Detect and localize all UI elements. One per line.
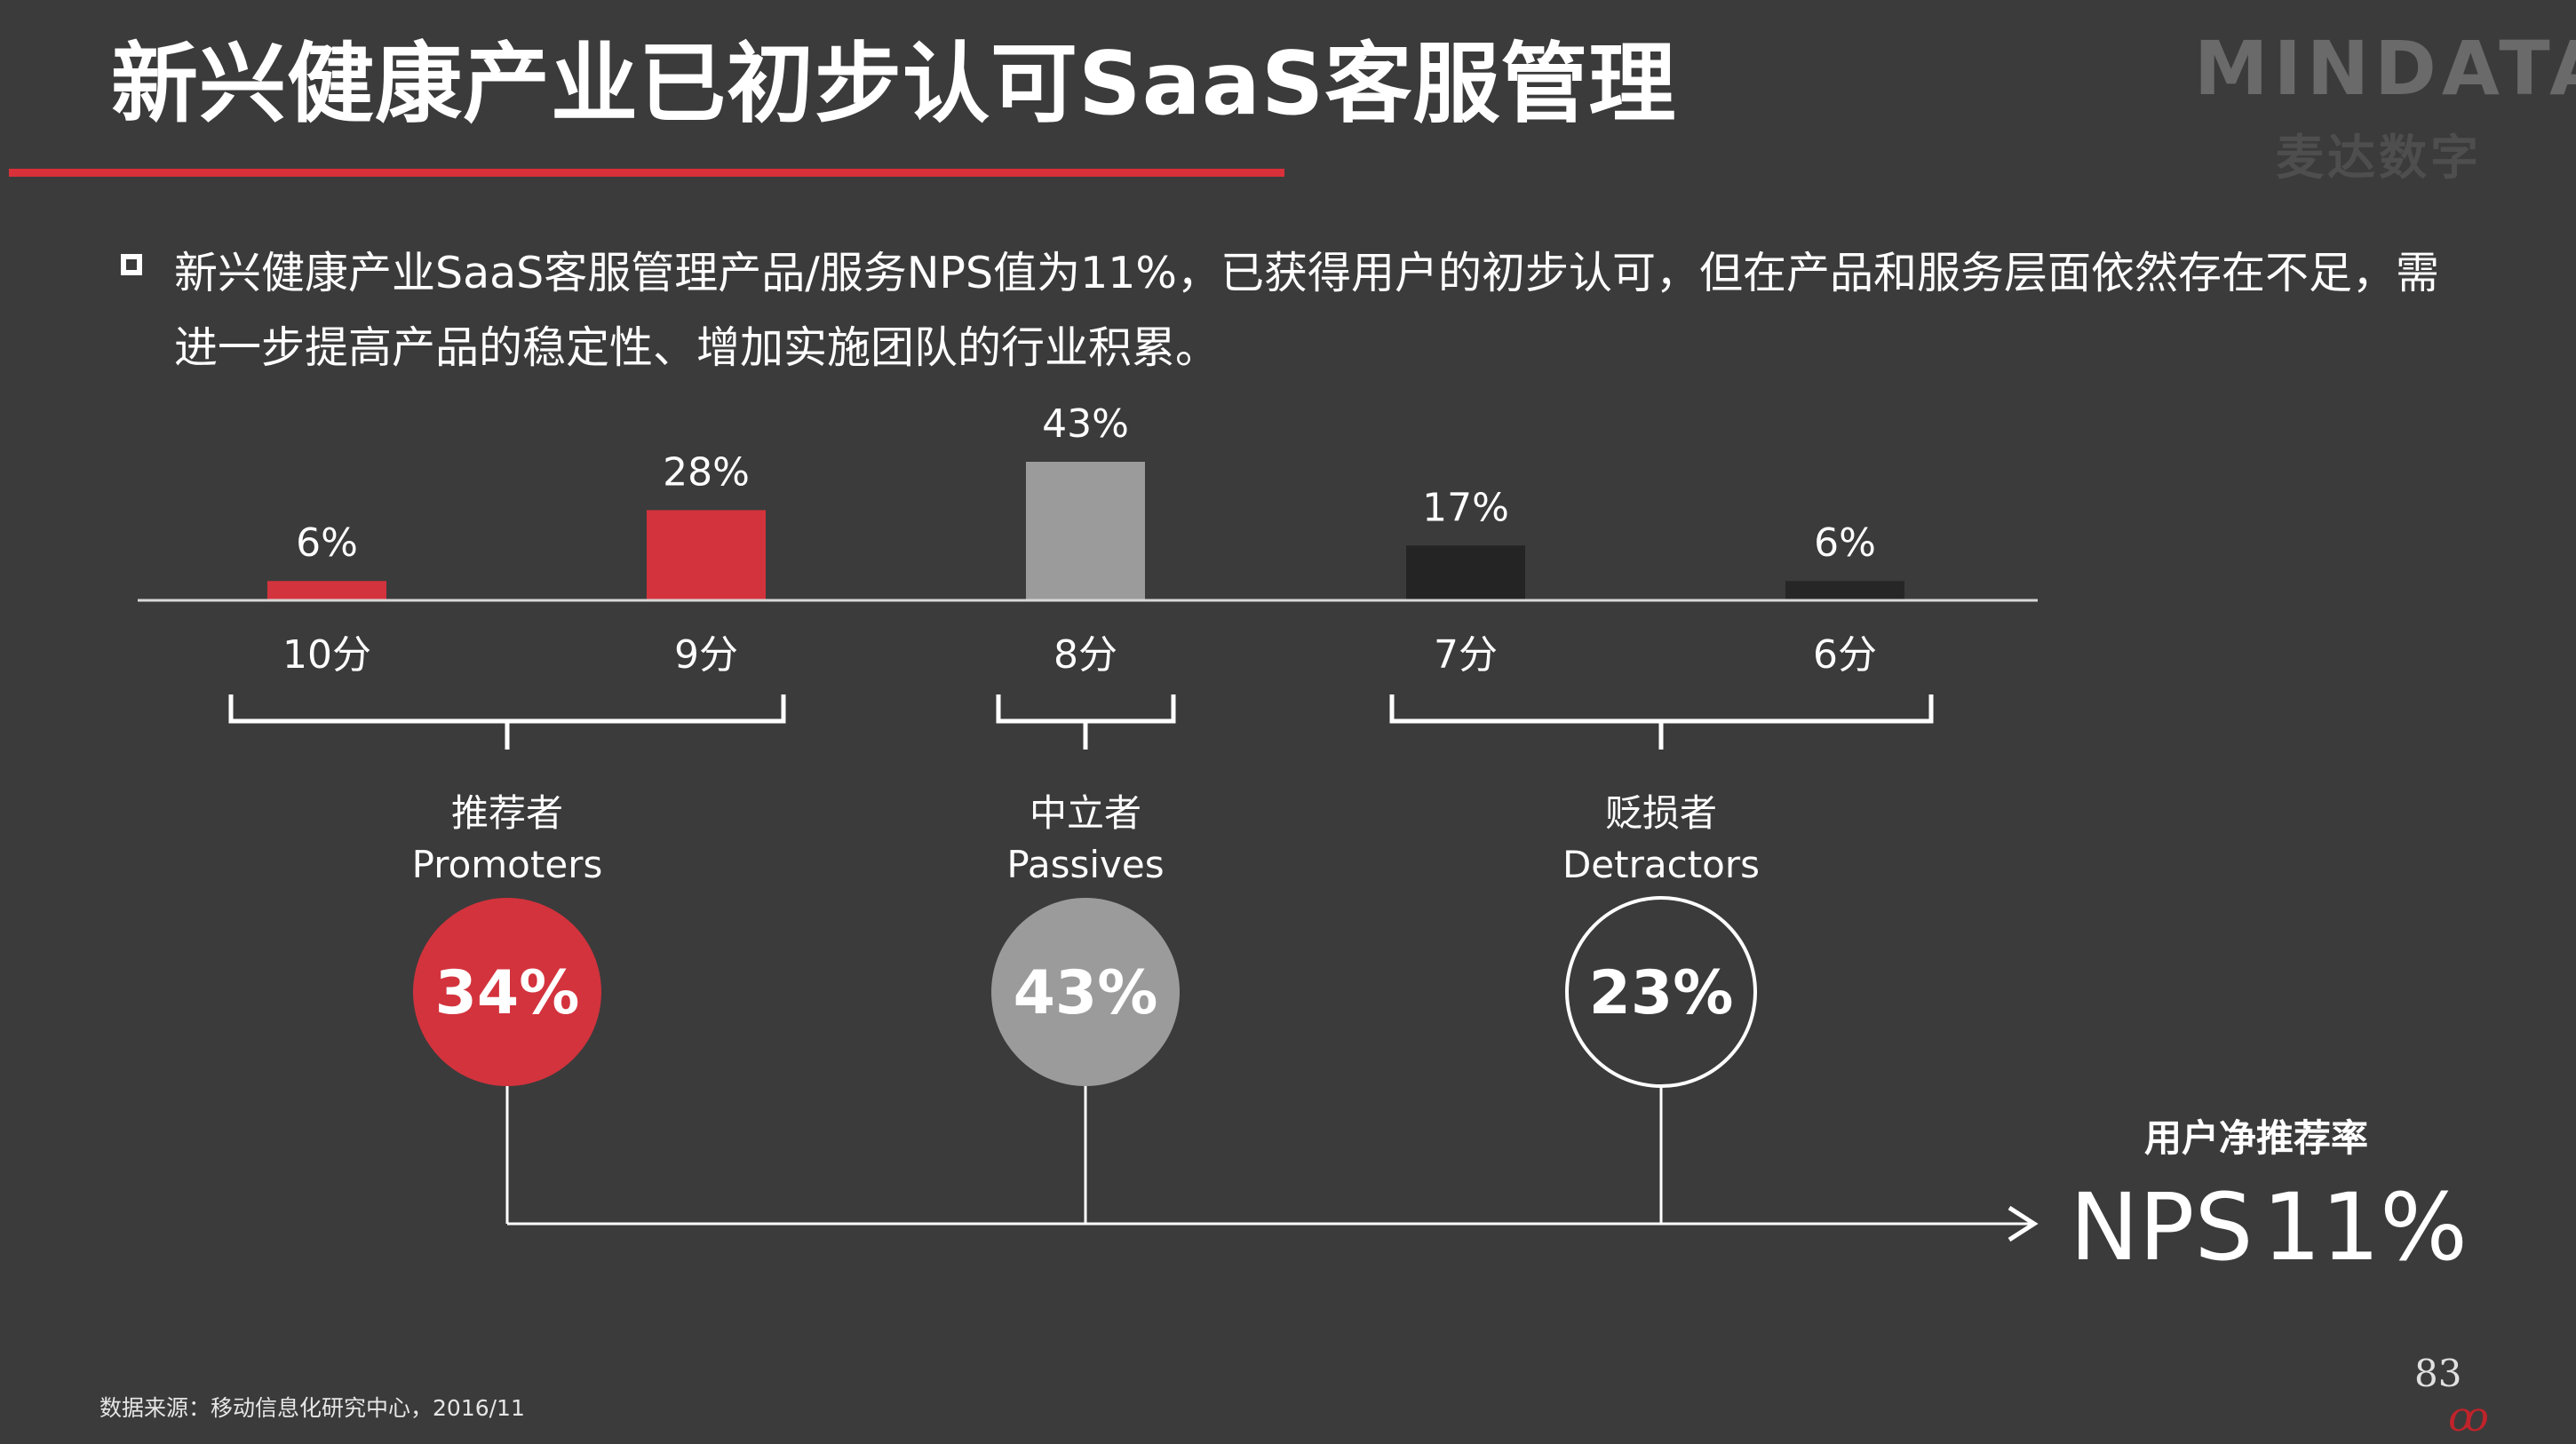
nps-layer: 用户净推荐率 NPS 11% <box>505 1086 2468 1281</box>
labels-layer: 6% 10分 28% 9分 43% 8分 17% 7分 6% 6分 <box>282 401 1877 678</box>
x-tick-label: 9分 <box>674 632 738 678</box>
group-name-en: Promoters <box>412 843 603 886</box>
data-source: 数据来源：移动信息化研究中心，2016/11 <box>99 1395 525 1421</box>
bar-value-label: 28% <box>663 449 750 495</box>
group-share-value: 34% <box>435 958 580 1028</box>
group-brace-1 <box>228 694 786 750</box>
title-underline <box>9 169 1284 177</box>
group-brace-3 <box>1389 694 1934 750</box>
corner-logo-icon: ꝏ <box>2448 1392 2489 1440</box>
group-share-value: 23% <box>1589 958 1734 1028</box>
x-tick-label: 6分 <box>1813 632 1877 678</box>
arrow-head-icon <box>2008 1205 2039 1242</box>
group-brace-2 <box>996 694 1176 750</box>
page-title: 新兴健康产业已初步认可SaaS客服管理 <box>111 34 1677 135</box>
groups-layer: 推荐者 Promoters 34% 中立者 Passives 43% 贬损者 Detracto… <box>228 694 1934 1088</box>
mindata-logo: MINDATA 麦达数字 <box>2194 16 2576 186</box>
bars-layer <box>267 462 1904 600</box>
page-number: 83 <box>2414 1352 2462 1395</box>
bar-value-label: 17% <box>1422 485 1509 530</box>
bar-value-label: 6% <box>296 520 358 566</box>
bar-1 <box>267 581 386 600</box>
bar-value-label: 43% <box>1042 401 1129 447</box>
bar-4 <box>1406 545 1525 600</box>
group-share-circle <box>991 898 1180 1086</box>
bar-3 <box>1026 462 1145 600</box>
logo-subtitle: 麦达数字 <box>2276 130 2482 186</box>
group-share-circle <box>413 898 601 1086</box>
nps-name: NPS <box>2070 1173 2254 1281</box>
group-name-cn: 贬损者 <box>1605 791 1717 835</box>
group-name-cn: 推荐者 <box>451 791 563 835</box>
x-tick-label: 7分 <box>1434 632 1498 678</box>
intro-text: 新兴健康产业SaaS客服管理产品/服务NPS值为11%，已获得用户的初步认可，但… <box>174 248 2439 373</box>
group-share-value: 43% <box>1014 958 1158 1028</box>
group-name-cn: 中立者 <box>1030 791 1141 835</box>
nps-value: 11% <box>2262 1173 2468 1281</box>
bar-2 <box>647 510 766 600</box>
x-tick-label: 10分 <box>282 632 371 678</box>
x-tick-label: 8分 <box>1053 632 1117 678</box>
bar-value-label: 6% <box>1814 520 1876 566</box>
group-name-en: Detractors <box>1562 843 1760 886</box>
nps-caption: 用户净推荐率 <box>2144 1116 2368 1160</box>
bar-5 <box>1785 581 1904 600</box>
logo-text: MINDATA <box>2194 25 2576 112</box>
bullet-square-icon <box>121 254 142 275</box>
group-name-en: Passives <box>1006 843 1164 886</box>
